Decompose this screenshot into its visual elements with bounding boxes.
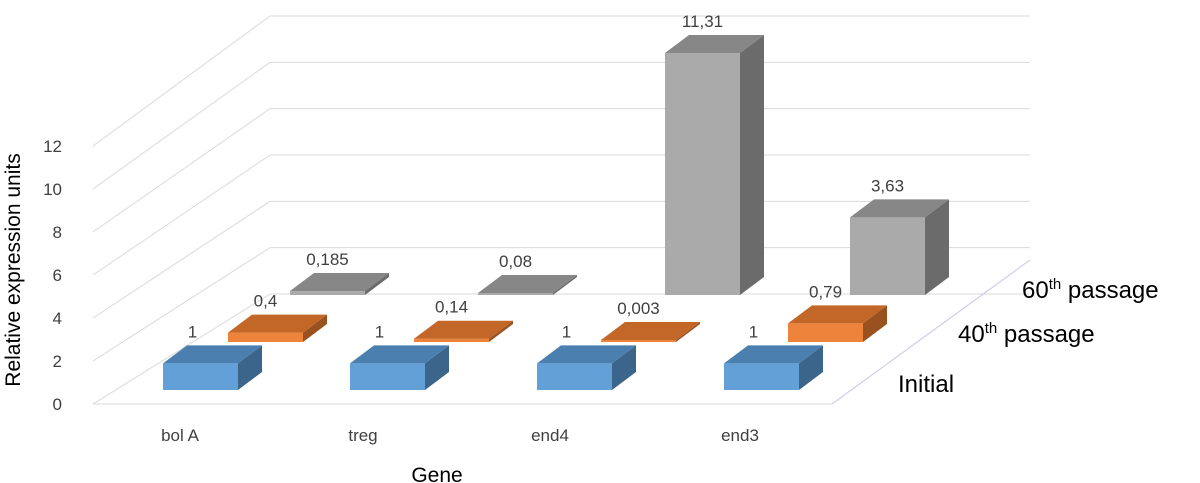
bar-front bbox=[537, 363, 612, 390]
bar-0-2 bbox=[537, 345, 636, 390]
gridline-side bbox=[92, 293, 271, 405]
category-label: end4 bbox=[531, 426, 569, 445]
bar-top bbox=[163, 345, 262, 364]
value-labels: 0,185 0,08 11,31 3,63 0,4 0,14 0,003 0,79 1 1 1 1 bbox=[188, 12, 904, 341]
series-label-sup: th bbox=[1049, 276, 1062, 293]
value-label: 0,185 bbox=[306, 250, 349, 269]
bar-side bbox=[925, 199, 949, 295]
bar-top bbox=[601, 322, 700, 340]
series-label-sup: th bbox=[985, 320, 998, 337]
bar-side bbox=[489, 320, 513, 342]
y-tick-label: 4 bbox=[53, 309, 62, 328]
bar-1-2 bbox=[601, 322, 700, 342]
y-tick-labels: 0 2 4 6 8 10 12 bbox=[43, 137, 62, 414]
bar-2-0 bbox=[290, 273, 389, 295]
bar-top bbox=[290, 273, 389, 292]
value-label: 0,4 bbox=[254, 292, 278, 311]
bar-top bbox=[228, 314, 327, 333]
series-label: Initial bbox=[898, 371, 954, 398]
bar-side bbox=[676, 322, 700, 342]
bar-front bbox=[724, 363, 799, 390]
bar-side bbox=[799, 345, 823, 390]
series-label-base: 60 bbox=[1022, 277, 1049, 304]
bar-front bbox=[478, 293, 553, 295]
bar-top bbox=[350, 345, 449, 364]
series-label: 40th passage bbox=[958, 320, 1095, 348]
bar-side bbox=[553, 275, 577, 295]
gridline-side bbox=[92, 200, 271, 319]
value-label: 1 bbox=[749, 322, 758, 341]
category-label: end3 bbox=[721, 426, 759, 445]
gridlines bbox=[92, 15, 1031, 405]
bars bbox=[163, 34, 949, 390]
bar-top bbox=[788, 305, 887, 324]
value-label: 1 bbox=[562, 322, 571, 341]
gridline-side bbox=[92, 108, 271, 233]
bar-side bbox=[365, 273, 389, 295]
category-labels: bol A treg end4 end3 bbox=[161, 426, 759, 445]
bar-side bbox=[612, 345, 636, 390]
bar-2-2 bbox=[665, 34, 764, 295]
bar-side bbox=[238, 345, 262, 390]
bar-side bbox=[303, 314, 327, 342]
value-label: 1 bbox=[375, 322, 384, 341]
series-label-rest: passage bbox=[1061, 277, 1158, 304]
gridline-side bbox=[92, 247, 271, 362]
floor-right-edge bbox=[831, 259, 1031, 405]
bar-top bbox=[414, 320, 513, 339]
bar-side bbox=[425, 345, 449, 390]
y-tick-label: 10 bbox=[43, 180, 62, 199]
bar-0-1 bbox=[350, 345, 449, 390]
bar-front bbox=[228, 332, 303, 342]
value-label: 11,31 bbox=[682, 12, 723, 31]
bar-front bbox=[290, 291, 365, 295]
gridline-side bbox=[92, 154, 271, 276]
bar-1-1 bbox=[414, 320, 513, 342]
bar-front bbox=[665, 52, 740, 295]
series-label: 60th passage bbox=[1022, 276, 1159, 304]
bar-2-1 bbox=[478, 275, 577, 295]
bar-front bbox=[601, 340, 676, 342]
bar-front bbox=[850, 217, 925, 295]
bar-top bbox=[724, 345, 823, 364]
y-tick-label: 6 bbox=[53, 266, 62, 285]
bar-top bbox=[665, 34, 764, 53]
y-tick-label: 12 bbox=[43, 137, 62, 156]
value-label: 0,003 bbox=[617, 299, 660, 318]
gridline-side bbox=[92, 15, 271, 147]
bar-0-0 bbox=[163, 345, 262, 390]
gridline-side bbox=[92, 61, 271, 190]
bar-front bbox=[414, 338, 489, 342]
bar-top bbox=[537, 345, 636, 364]
y-tick-label: 2 bbox=[53, 352, 62, 371]
bar-0-3 bbox=[724, 345, 823, 390]
bar-front bbox=[163, 363, 238, 390]
bar-side bbox=[863, 305, 887, 342]
y-tick-label: 8 bbox=[53, 223, 62, 242]
series-label-base: 40 bbox=[958, 321, 985, 348]
bar-front bbox=[788, 323, 863, 342]
value-label: 1 bbox=[188, 322, 197, 341]
value-label: 0,79 bbox=[809, 282, 842, 301]
bar-top bbox=[850, 199, 949, 218]
bar-1-0 bbox=[228, 314, 327, 342]
bar-1-3 bbox=[788, 305, 887, 342]
y-axis-label: Relative expression units bbox=[2, 153, 25, 386]
series-label-rest: passage bbox=[997, 321, 1094, 348]
value-label: 0,14 bbox=[435, 298, 468, 317]
value-label: 0,08 bbox=[499, 252, 532, 271]
bar-front bbox=[350, 363, 425, 390]
x-axis-label: Gene bbox=[411, 464, 462, 483]
bar-side bbox=[740, 34, 764, 295]
category-label: bol A bbox=[161, 426, 199, 445]
y-tick-label: 0 bbox=[53, 395, 62, 414]
bar-2-3 bbox=[850, 199, 949, 295]
category-label: treg bbox=[348, 426, 377, 445]
bar-top bbox=[478, 275, 577, 293]
value-label: 3,63 bbox=[871, 176, 904, 195]
